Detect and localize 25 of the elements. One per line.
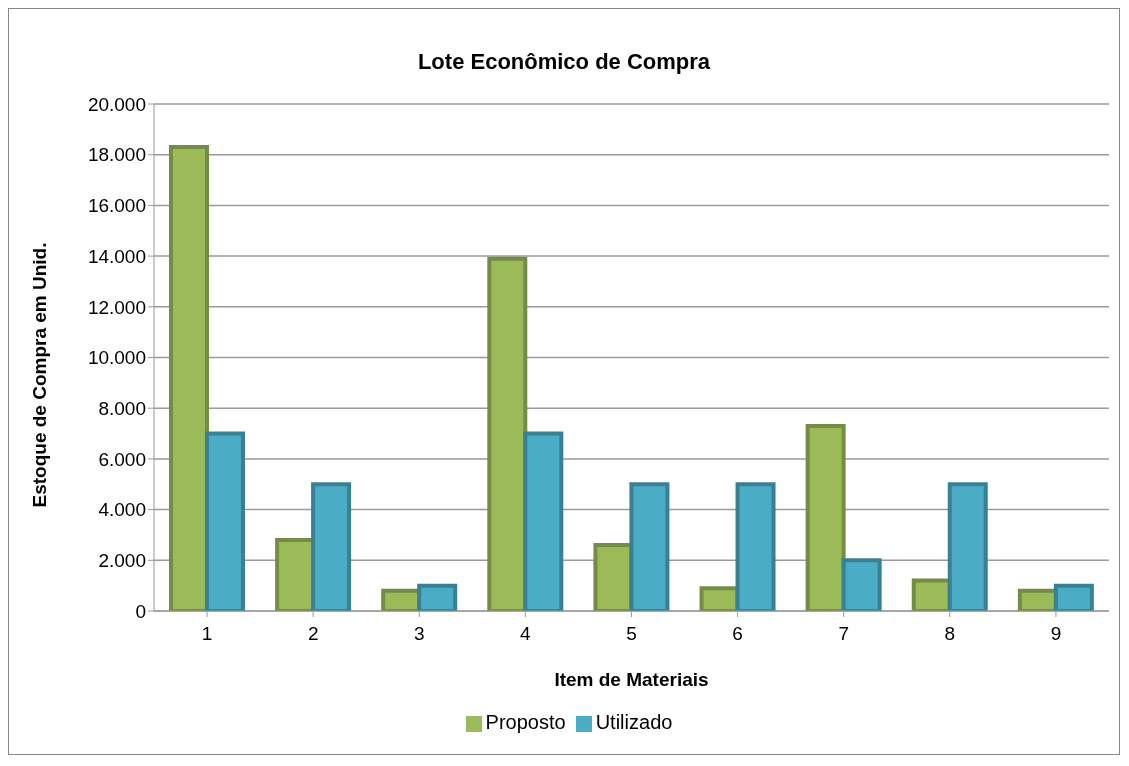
y-tick-label: 4.000 [98, 499, 146, 521]
y-tick-label: 16.000 [87, 195, 146, 217]
x-tick-label: 9 [1050, 623, 1062, 645]
y-tick-label: 6.000 [98, 448, 146, 470]
y-tick-label: 10.000 [87, 347, 146, 369]
y-tick-label: 14.000 [87, 245, 146, 267]
y-tick-label: 18.000 [87, 144, 146, 166]
y-tick-label: 0 [135, 600, 146, 622]
x-tick-label: 8 [944, 623, 956, 645]
x-tick-label: 4 [520, 623, 532, 645]
y-tick-label: 8.000 [98, 397, 146, 419]
x-tick-label: 5 [626, 623, 637, 645]
y-tick-label: 2.000 [98, 550, 146, 572]
x-tick-label: 6 [732, 623, 743, 645]
x-tick-label: 3 [413, 623, 425, 645]
x-tick-label: 2 [307, 623, 319, 645]
x-axis-title: Item de Materiais [554, 669, 709, 690]
legend-label: Utilizado [595, 711, 673, 733]
y-tick-label: 12.000 [87, 296, 146, 318]
chart-title: Lote Econômico de Compra [416, 49, 712, 75]
x-tick-label: 7 [838, 623, 850, 645]
legend-label: Proposto [485, 711, 566, 733]
y-axis-title: Estoque de Compra em Unid. [28, 242, 50, 508]
x-tick-label: 1 [201, 623, 213, 645]
y-tick-label: 20.000 [87, 93, 146, 115]
